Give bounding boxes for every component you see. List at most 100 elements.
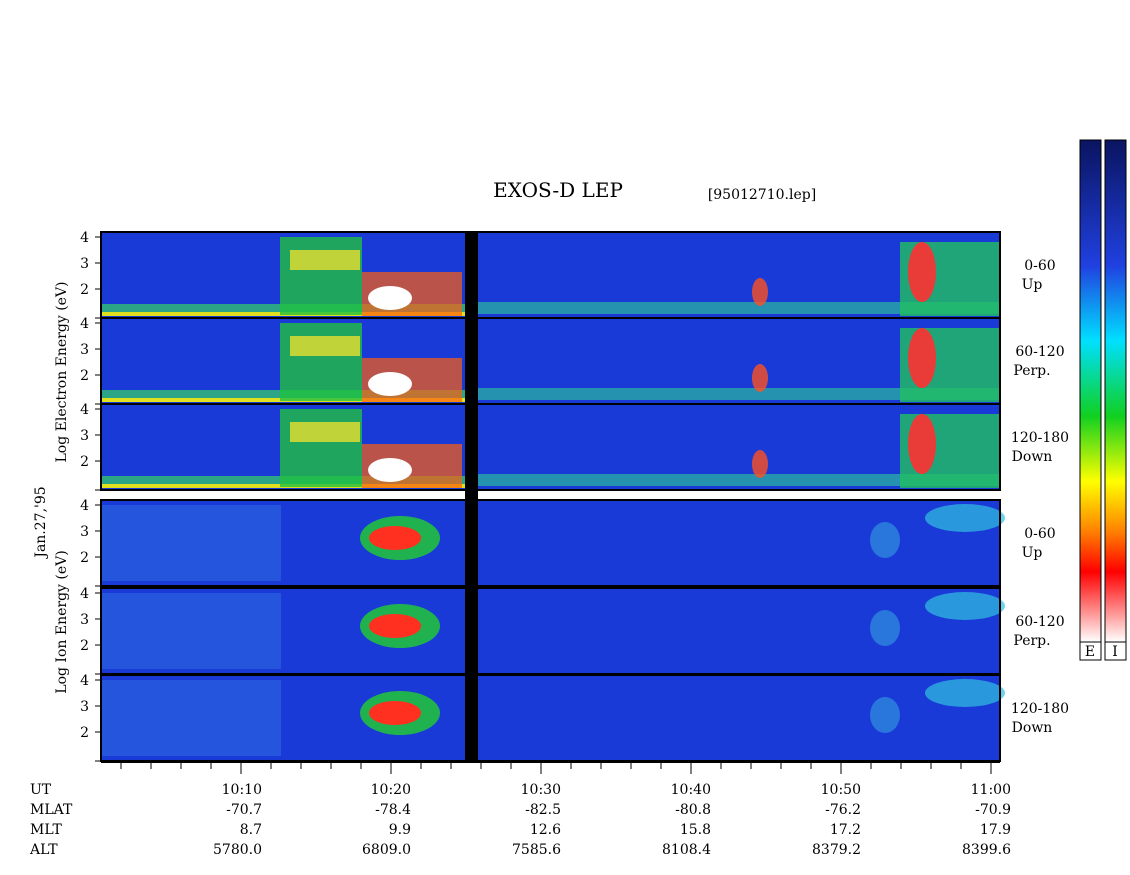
date-label: Jan.27,'95 [33,486,49,559]
title: EXOS-D LEP [493,178,623,202]
row-name: MLAT [30,802,73,818]
file-name: [95012710.lep] [708,187,816,203]
row-value: -82.5 [525,802,561,818]
flux-feature [290,336,360,356]
angle-dir: Up [1022,277,1043,293]
row-value: 17.9 [980,822,1011,838]
row-value: 12.6 [530,822,561,838]
flux-band [478,474,1000,486]
y-tick-label: 3 [80,428,89,444]
row-value: -70.9 [975,802,1011,818]
flux-feature [280,237,362,315]
flux-feature [369,701,421,725]
flux-feature [368,286,412,310]
flux-band [478,302,1000,314]
flux-feature [870,697,900,733]
panel-frame [100,403,1001,491]
row-value: 10:50 [821,782,861,798]
angle-range: 120-180 [1011,430,1069,446]
flux-feature [280,323,362,401]
row-value: 10:30 [521,782,561,798]
row-value: -76.2 [825,802,861,818]
flux-feature [870,610,900,646]
angle-range: 120-180 [1011,701,1069,717]
flux-feature [908,242,936,302]
group-label: Log Electron Energy (eV) [54,281,70,462]
row-value: 9.9 [389,822,411,838]
angle-dir: Perp. [1013,363,1050,379]
row-value: 10:40 [671,782,711,798]
row-value: 10:20 [371,782,411,798]
y-tick-label: 3 [80,699,89,715]
angle-range: 60-120 [1015,614,1064,630]
flux-feature [925,504,1005,532]
flux-feature [908,328,936,388]
y-tick-label: 3 [80,256,89,272]
angle-range: 0-60 [1024,526,1055,542]
row-value: 8399.6 [962,842,1011,858]
panel-frame [100,499,1001,587]
y-tick-label: 4 [80,673,89,689]
flux-feature [752,450,768,478]
angle-dir: Perp. [1013,633,1050,649]
data-gap [465,232,478,762]
angle-range: 0-60 [1024,258,1055,274]
y-tick-label: 4 [80,498,89,514]
flux-feature [369,526,421,550]
flux-feature [101,593,281,669]
y-tick-label: 2 [80,282,89,298]
angle-range: 60-120 [1015,344,1064,360]
flux-feature [101,505,281,581]
flux-feature [368,458,412,482]
flux-feature [752,278,768,306]
colorbar-label: I [1112,644,1118,660]
row-value: 8379.2 [812,842,861,858]
group-label: Log Ion Energy (eV) [54,550,70,693]
row-value: 10:10 [222,782,262,798]
y-tick-label: 4 [80,316,89,332]
row-value: -80.8 [675,802,711,818]
flux-feature [368,372,412,396]
row-value: -70.7 [226,802,262,818]
colorbar-e [1079,139,1102,643]
row-value: 7585.6 [512,842,561,858]
flux-feature [752,364,768,392]
y-tick-label: 3 [80,342,89,358]
row-value: 11:00 [971,782,1011,798]
row-value: 5780.0 [213,842,262,858]
row-name: ALT [29,842,58,858]
flux-feature [101,680,281,756]
colorbar-label-box [1104,641,1127,661]
row-value: -78.4 [375,802,411,818]
flux-feature [369,614,421,638]
y-tick-label: 2 [80,368,89,384]
row-name: UT [30,782,52,798]
angle-dir: Down [1012,720,1053,736]
y-tick-label: 2 [80,725,89,741]
flux-band [478,388,1000,400]
flux-feature [925,592,1005,620]
flux-feature [280,409,362,487]
flux-feature [870,522,900,558]
flux-feature [925,679,1005,707]
row-value: 8108.4 [662,842,711,858]
colorbar-label: E [1085,644,1095,660]
row-name: MLT [30,822,62,838]
y-tick-label: 4 [80,402,89,418]
y-tick-label: 3 [80,524,89,540]
colorbar-i [1104,139,1127,643]
row-value: 6809.0 [362,842,411,858]
flux-feature [290,422,360,442]
angle-dir: Down [1012,449,1053,465]
row-value: 15.8 [680,822,711,838]
colorbar-label-box [1079,641,1102,661]
y-tick-label: 3 [80,612,89,628]
flux-feature [290,250,360,270]
angle-dir: Up [1022,545,1043,561]
flux-feature [908,414,936,474]
y-tick-label: 2 [80,454,89,470]
y-tick-label: 4 [80,586,89,602]
y-tick-label: 2 [80,638,89,654]
y-tick-label: 2 [80,550,89,566]
